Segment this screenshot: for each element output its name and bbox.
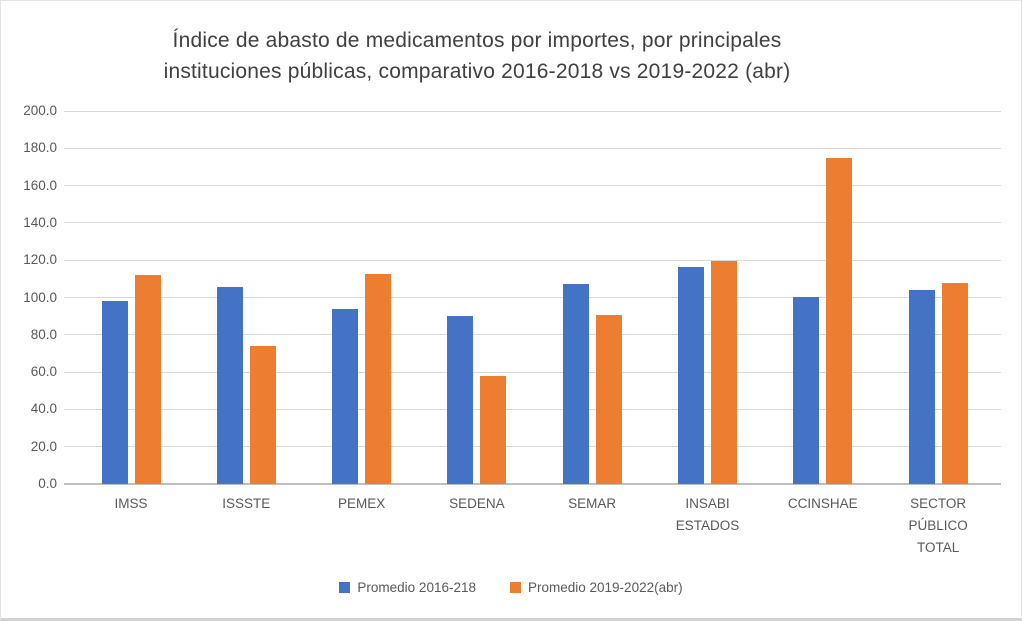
gridline (64, 147, 1001, 149)
gridline (64, 297, 1001, 298)
bar-sedena-promedio-2016-2018 (447, 316, 474, 484)
bar-pemex-promedio-2019-2022 (365, 274, 392, 484)
bar-sedena-promedio-2019-2022 (480, 375, 507, 484)
y-axis-tick-label: 40.0 (30, 401, 57, 417)
bar-ccinshae-promedio-2016-2018 (793, 296, 820, 484)
bar-sector-promedio-2016-2018 (908, 290, 935, 484)
y-axis-tick-label: 160.0 (23, 177, 57, 193)
gridline (64, 446, 1001, 448)
x-axis-category-label: PEMEX (300, 493, 424, 515)
gridline (64, 408, 1001, 410)
chart-title-line1: Índice de abasto de medicamentos por imp… (172, 29, 782, 52)
x-axis-category-label: ISSSTE (184, 493, 308, 515)
bar-semar-promedio-2016-2018 (562, 284, 589, 484)
bar-issste-promedio-2019-2022 (249, 345, 276, 484)
x-axis-category-label-line: INSABI (685, 496, 730, 511)
x-axis-category-label: SEMAR (530, 493, 654, 515)
gridline (64, 371, 1001, 373)
bar-issste-promedio-2016-2018 (216, 287, 243, 484)
y-axis-tick-label: 0.0 (38, 476, 57, 491)
bar-insabi-promedio-2019-2022 (711, 261, 737, 484)
bar-semar-promedio-2019-2022 (595, 315, 622, 484)
gridline (64, 259, 1001, 261)
legend-item-2016-2018: Promedio 2016-218 (339, 580, 476, 595)
y-axis-tick-label: 140.0 (23, 214, 57, 230)
bar-insabi-promedio-2016-2018 (678, 266, 704, 484)
chart-title-line2: instituciones públicas, comparativo 2016… (163, 60, 791, 83)
y-axis-tick-label: 180.0 (23, 140, 57, 156)
y-axis-tick-label: 200.0 (23, 103, 57, 118)
y-axis-tick-label: 120.0 (23, 252, 57, 268)
x-axis-category-label: CCINSHAE (761, 493, 885, 515)
x-axis-category-label-line: TOTAL (916, 540, 960, 555)
x-axis-category-label-line: IMSS (114, 496, 148, 511)
legend-item-2019-2022: Promedio 2019-2022(abr) (510, 580, 683, 595)
legend-label-2019-2022: Promedio 2019-2022(abr) (528, 580, 683, 595)
y-axis-tick-label: 80.0 (30, 326, 57, 342)
y-axis-tick-label: 60.0 (30, 364, 57, 380)
x-axis-category-label: INSABI ESTADOS (646, 493, 770, 537)
x-axis-category-label-line: CCINSHAE (787, 496, 858, 511)
bar-imss-promedio-2016-2018 (101, 301, 128, 484)
y-axis-tick-label: 100.0 (23, 289, 57, 305)
gridline (64, 334, 1001, 336)
bar-ccinshae-promedio-2019-2022 (826, 157, 853, 484)
bar-imss-promedio-2019-2022 (134, 275, 161, 484)
x-axis-category-label: IMSS (69, 493, 193, 515)
gridline (64, 110, 1001, 112)
x-axis-category-label-line: SEDENA (449, 496, 505, 511)
bar-sector-promedio-2019-2022 (941, 282, 968, 484)
x-axis-category-label-line: SECTOR (910, 496, 967, 511)
x-axis-category-label-line: ESTADOS (675, 518, 740, 533)
x-axis-category-label-line: PÚBLICO (908, 518, 968, 533)
y-axis-tick-label: 20.0 (30, 438, 57, 454)
legend-swatch-orange (510, 582, 521, 593)
x-axis-category-label: SEDENA (415, 493, 539, 515)
legend: Promedio 2016-218 Promedio 2019-2022(abr… (1, 580, 1021, 595)
gridline (64, 185, 1001, 187)
x-axis-category-label-line: PEMEX (337, 496, 386, 511)
chart-title: Índice de abasto de medicamentos por imp… (13, 25, 941, 87)
bar-pemex-promedio-2016-2018 (332, 308, 359, 484)
x-axis-category-label-line: SEMAR (568, 496, 617, 511)
x-axis-category-label-line: ISSSTE (222, 496, 271, 511)
x-axis-category-label: SECTOR PÚBLICO TOTAL (876, 493, 1000, 559)
legend-label-2016-2018: Promedio 2016-218 (357, 580, 476, 595)
legend-swatch-blue (339, 582, 351, 593)
gridline (64, 222, 1001, 224)
x-axis-line (64, 483, 1001, 485)
